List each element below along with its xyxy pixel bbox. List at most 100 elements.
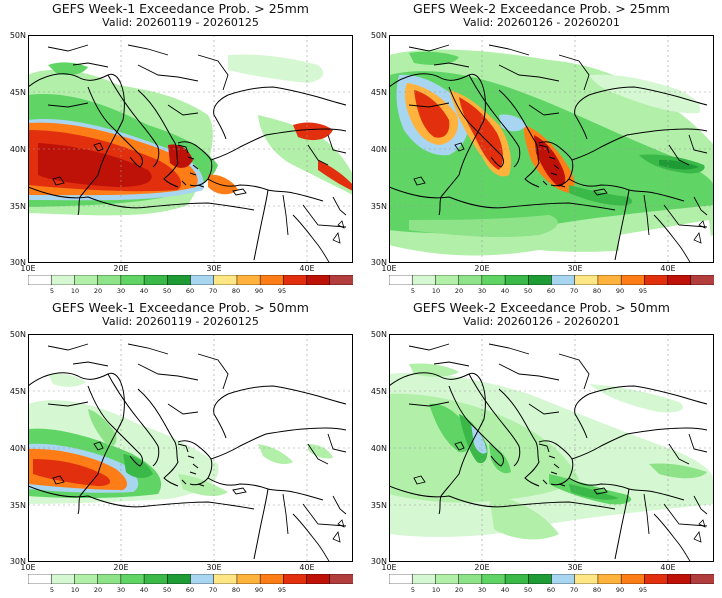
colorbar-label: 10 (70, 287, 80, 295)
lon-label: 40E (660, 264, 676, 273)
panel-title: GEFS Week-1 Exceedance Prob. > 25mm (52, 1, 309, 16)
colorbar-label: 90 (254, 287, 264, 295)
colorbar-swatch (411, 275, 436, 285)
colorbar-label: 60 (546, 586, 556, 594)
lat-label: 50N (370, 31, 387, 40)
lon-label: 20E (474, 264, 490, 273)
panel-valid-dates: Valid: 20260119 - 20260125 (102, 16, 259, 29)
colorbar-label: 10 (431, 287, 441, 295)
colorbar-label: 95 (638, 586, 648, 594)
colorbar-swatch (236, 275, 261, 285)
colorbar-swatch (190, 275, 215, 285)
colorbar-swatch (528, 275, 553, 285)
colorbar-swatch (551, 275, 576, 285)
lon-label: 40E (299, 563, 315, 572)
colorbar-swatch (329, 574, 353, 584)
colorbar-label: 50 (162, 586, 172, 594)
colorbar-label: 50 (523, 586, 533, 594)
colorbar-label: 10 (431, 586, 441, 594)
colorbar-label: 80 (231, 287, 241, 295)
colorbar-swatch (644, 574, 669, 584)
map-panel-week2-25mm: GEFS Week-2 Exceedance Prob. > 25mm Vali… (361, 0, 722, 299)
colorbar-swatch (213, 574, 238, 584)
lon-label: 40E (299, 264, 315, 273)
colorbar-swatch (167, 275, 192, 285)
colorbar-label: 70 (569, 287, 579, 295)
lat-label: 45N (9, 387, 26, 396)
lat-label: 30N (370, 557, 387, 566)
colorbar-label: 20 (93, 586, 103, 594)
colorbar-label: 30 (477, 287, 487, 295)
colorbar-swatch (435, 574, 460, 584)
map-panel-week2-50mm: GEFS Week-2 Exceedance Prob. > 50mm Vali… (361, 299, 722, 598)
colorbar-label: 5 (410, 287, 416, 295)
colorbar-label: 40 (500, 287, 510, 295)
lon-label: 30E (567, 563, 583, 572)
colorbar-swatch (574, 574, 599, 584)
lon-label: 10E (381, 563, 397, 572)
lat-label: 40N (9, 444, 26, 453)
lon-label: 30E (567, 264, 583, 273)
lat-label: 30N (370, 258, 387, 267)
lat-label: 30N (9, 557, 26, 566)
colorbar-label: 70 (569, 586, 579, 594)
lon-label: 10E (20, 563, 36, 572)
lat-label: 30N (9, 258, 26, 267)
colorbar-swatch (259, 275, 284, 285)
probability-map (28, 334, 353, 562)
colorbar-label: 60 (546, 287, 556, 295)
colorbar-swatch (143, 275, 168, 285)
colorbar (389, 275, 714, 285)
colorbar-swatch (667, 574, 692, 584)
lon-label: 40E (660, 563, 676, 572)
colorbar-swatch (389, 275, 413, 285)
colorbar-swatch (283, 275, 308, 285)
lat-label: 35N (370, 501, 387, 510)
probability-map (28, 35, 353, 263)
panel-title: GEFS Week-2 Exceedance Prob. > 25mm (413, 1, 670, 16)
colorbar-swatch (458, 275, 483, 285)
colorbar-label: 40 (139, 586, 149, 594)
colorbar-label: 95 (277, 586, 287, 594)
lat-label: 40N (370, 444, 387, 453)
probability-map (389, 35, 714, 263)
colorbar-swatch (458, 574, 483, 584)
colorbar-label: 50 (162, 287, 172, 295)
colorbar-label: 60 (185, 287, 195, 295)
probability-map (389, 334, 714, 562)
colorbar-swatch (120, 574, 145, 584)
colorbar-swatch (690, 574, 714, 584)
colorbar-label: 5 (49, 586, 55, 594)
colorbar-label: 40 (500, 586, 510, 594)
colorbar-swatch (28, 275, 52, 285)
colorbar-swatch (283, 574, 308, 584)
colorbar-swatch (167, 574, 192, 584)
colorbar-label: 20 (93, 287, 103, 295)
lat-label: 45N (9, 88, 26, 97)
colorbar-label: 30 (116, 287, 126, 295)
colorbar-swatch (74, 275, 99, 285)
lat-label: 35N (9, 501, 26, 510)
lon-label: 10E (381, 264, 397, 273)
colorbar-label: 80 (592, 287, 602, 295)
colorbar-swatch (143, 574, 168, 584)
colorbar-label: 95 (638, 287, 648, 295)
colorbar-swatch (213, 275, 238, 285)
colorbar-swatch (306, 574, 331, 584)
colorbar-label: 80 (231, 586, 241, 594)
panel-valid-dates: Valid: 20260126 - 20260201 (463, 315, 620, 328)
colorbar-label: 30 (116, 586, 126, 594)
colorbar-label: 5 (410, 586, 416, 594)
probability-shading (28, 373, 333, 504)
lon-label: 20E (113, 264, 129, 273)
lon-label: 20E (474, 563, 490, 572)
colorbar (28, 574, 353, 584)
colorbar-swatch (190, 574, 215, 584)
colorbar-swatch (667, 275, 692, 285)
colorbar-swatch (504, 574, 529, 584)
lat-label: 40N (370, 145, 387, 154)
lon-label: 10E (20, 264, 36, 273)
colorbar-swatch (481, 574, 506, 584)
map-panel-week1-50mm: GEFS Week-1 Exceedance Prob. > 50mm Vali… (0, 299, 361, 598)
colorbar-label: 70 (208, 287, 218, 295)
